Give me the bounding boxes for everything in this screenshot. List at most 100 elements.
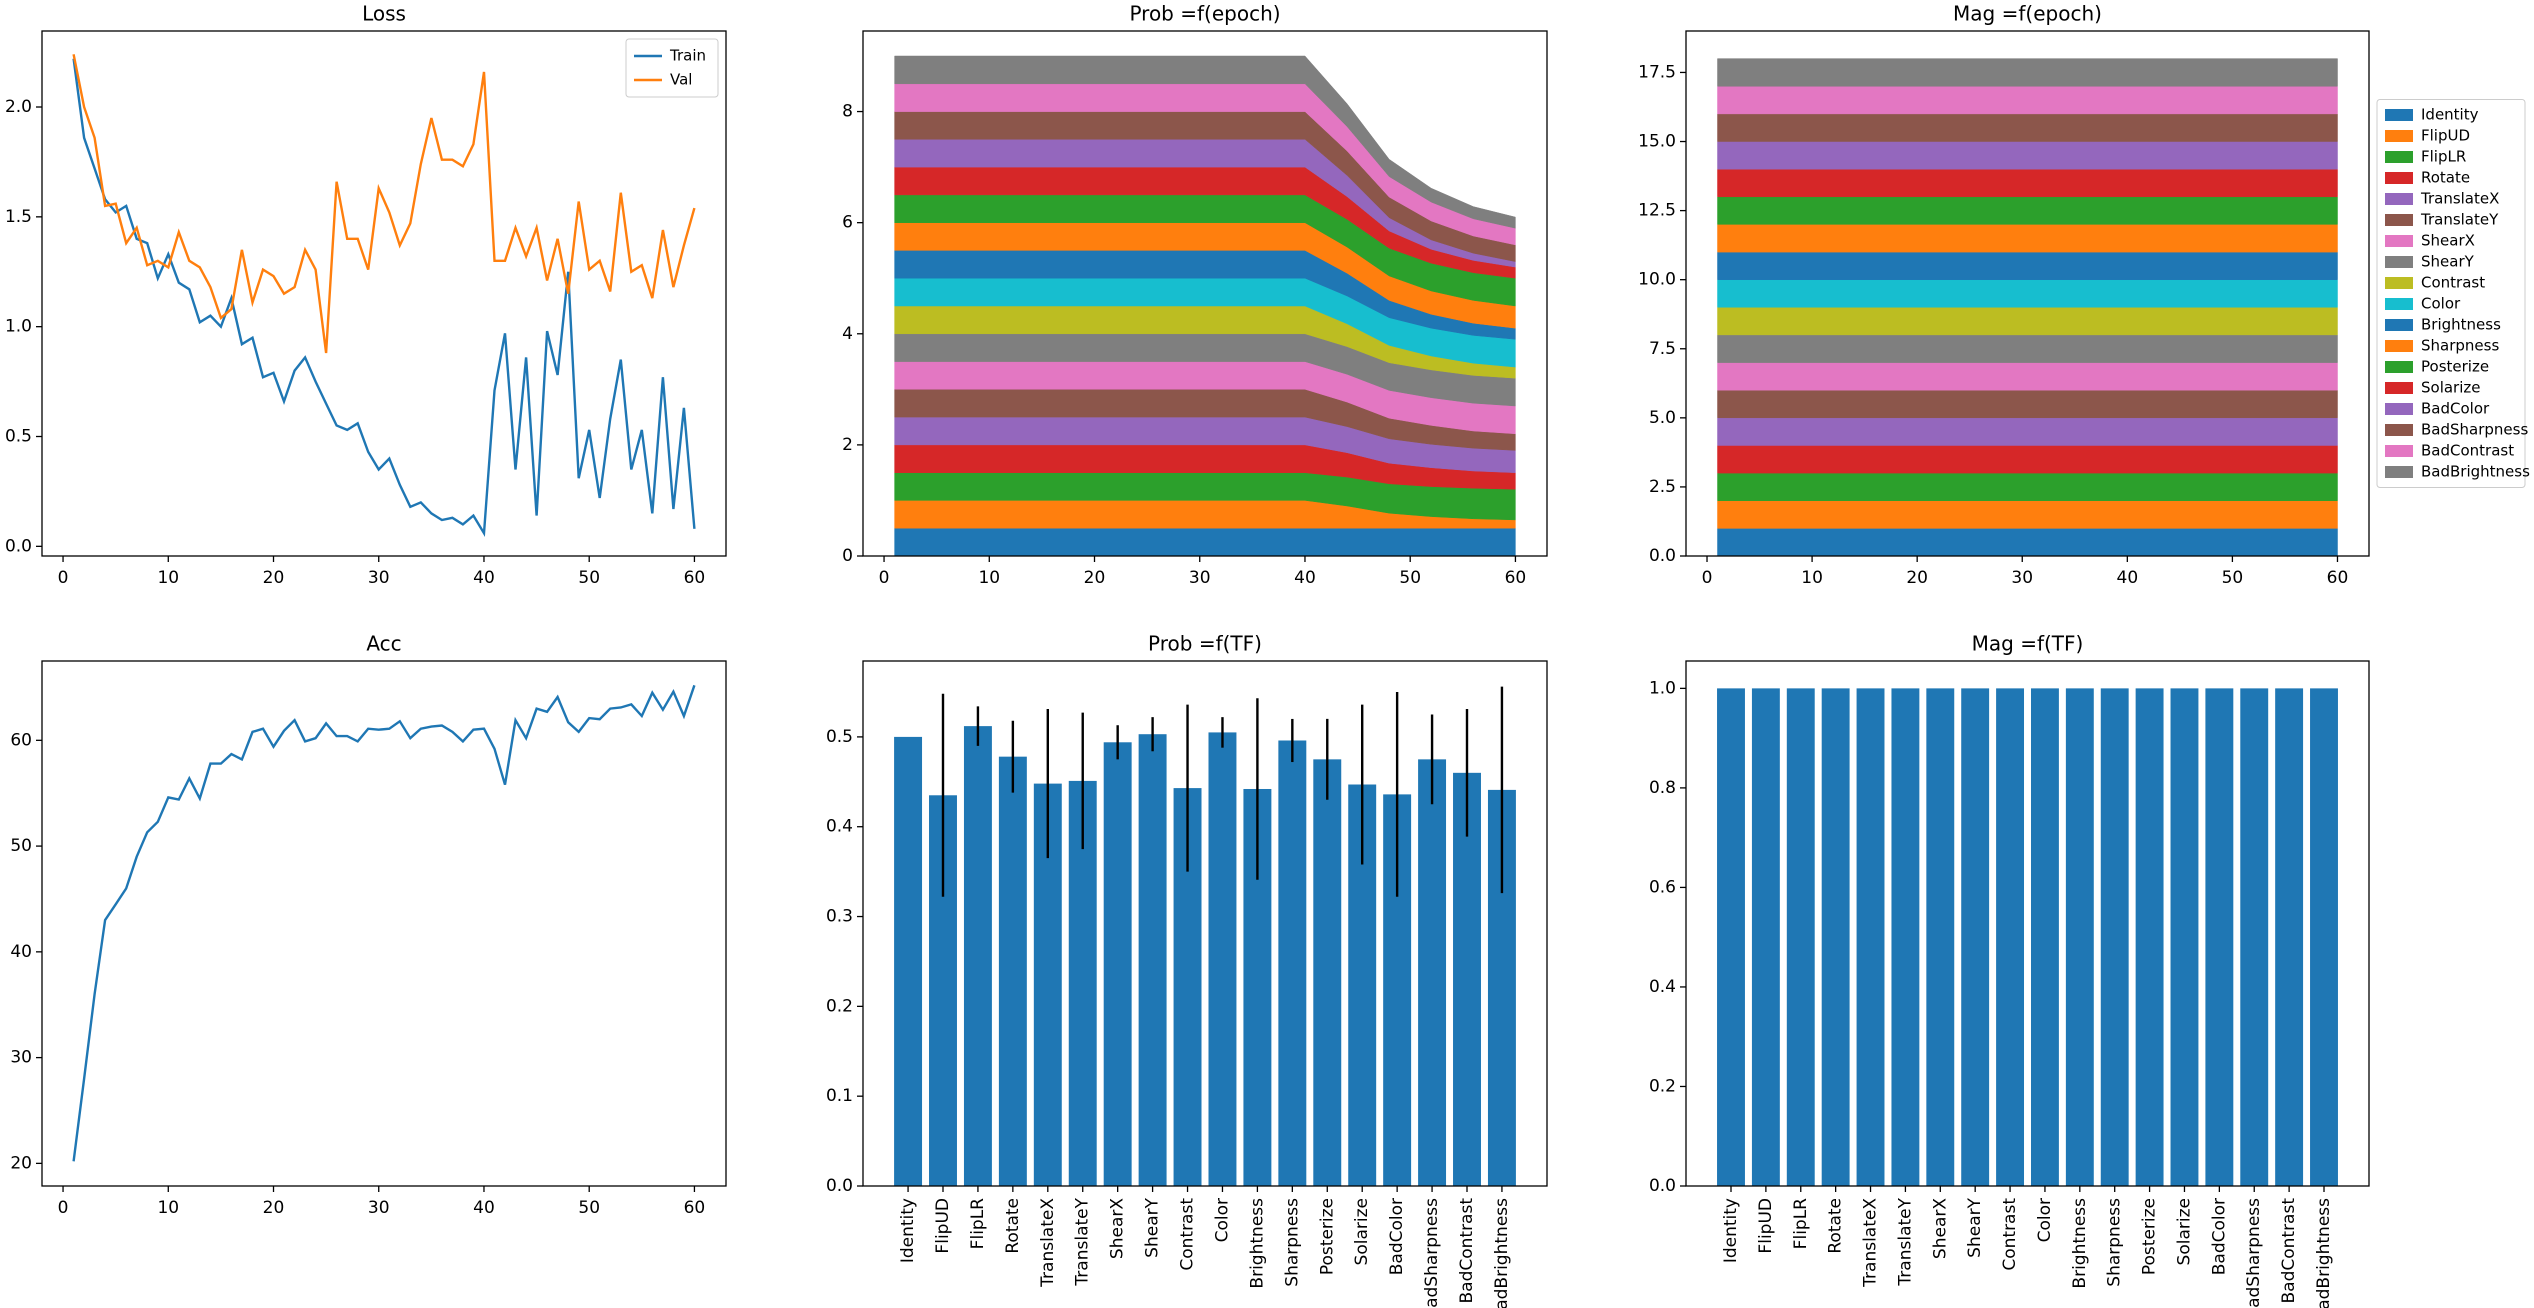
bar [2135, 688, 2164, 1186]
subplot-title: Prob =f(TF) [1148, 632, 1262, 656]
x-tick-label: Identity [1721, 1198, 1741, 1263]
plot-area [72, 54, 696, 538]
bar [1961, 688, 1990, 1186]
subplot-title: Mag =f(TF) [1972, 632, 2084, 656]
legend-swatch [2385, 193, 2413, 205]
x-tick-label: Sharpness [2105, 1198, 2125, 1287]
y-tick-label: 50 [10, 836, 32, 856]
x-tick-label: ShearX [1930, 1198, 1950, 1259]
bar [2170, 688, 2199, 1186]
x-tick-label: Color [2035, 1198, 2055, 1242]
legend-label: Posterize [2421, 358, 2489, 376]
y-tick-label: 6 [842, 213, 853, 233]
bar [2275, 688, 2304, 1186]
legend-label: ShearY [2421, 253, 2475, 271]
axes-frame [1685, 30, 2370, 557]
legend-swatch [2385, 466, 2413, 478]
x-tick-label: TranslateX [1861, 1198, 1881, 1288]
y-tick-label: 0.5 [826, 727, 853, 747]
x-tick-label: Identity [898, 1198, 918, 1263]
legend-label: Color [2421, 295, 2461, 313]
area-series [1717, 251, 2338, 280]
legend-swatch [2385, 235, 2413, 247]
x-tick-label: BadContrast [1457, 1198, 1477, 1304]
y-tick-label: 0.0 [826, 1176, 853, 1196]
x-tick-label: TranslateY [1073, 1197, 1093, 1286]
plot-area [72, 684, 696, 1162]
y-tick-label: 10.0 [1638, 270, 1676, 290]
x-tick-label: Contrast [1178, 1198, 1198, 1271]
area-series [894, 55, 1516, 229]
y-tick-label: 0.8 [1649, 778, 1676, 798]
x-tick-label: Color [1212, 1198, 1232, 1242]
bar [1208, 732, 1237, 1186]
y-tick-label: 8 [842, 102, 853, 122]
legend-swatch [2385, 172, 2413, 184]
x-tick-label: 50 [578, 1198, 600, 1218]
legend-swatch [2385, 382, 2413, 394]
x-tick-label: BadSharpness [2244, 1198, 2264, 1308]
x-tick-label: 40 [473, 568, 495, 588]
plot-area [1717, 688, 2338, 1186]
y-tick-label: 0.2 [1649, 1076, 1676, 1096]
legend-label: ShearX [2421, 232, 2475, 250]
subplot: Mag =f(epoch) 0.0 2.5 5.0 7.5 10.0 12.5 15.0 17.… [1638, 2, 2530, 589]
area-series [1717, 389, 2338, 419]
y-tick-label: 0.1 [826, 1086, 853, 1106]
y-tick-label: 1.0 [5, 317, 32, 337]
line-series [72, 58, 696, 538]
subplot: Prob =f(epoch) 0 2 4 6 8 0 10 20 30 40 50 60 [842, 2, 1548, 588]
x-tick-label: 0 [1702, 568, 1713, 588]
x-tick-label: 0 [58, 568, 69, 588]
legend-swatch [2385, 319, 2413, 331]
plot-area [894, 55, 1516, 557]
y-tick-label: 5.0 [1649, 408, 1676, 428]
legend-label: TranslateX [2420, 190, 2499, 208]
area-series [1717, 196, 2338, 225]
area-series [1717, 279, 2338, 308]
x-tick-label: 0 [879, 568, 890, 588]
legend-swatch [2385, 361, 2413, 373]
bar [1996, 688, 2025, 1186]
area-series [1717, 445, 2338, 474]
subplot: Acc 20 30 40 50 60 0 10 20 30 40 50 60 [10, 632, 727, 1218]
x-tick-label: ShearX [1108, 1198, 1128, 1259]
area-series [1717, 362, 2338, 391]
x-tick-label: BadColor [2209, 1198, 2229, 1275]
x-tick-label: BadSharpness [1422, 1198, 1442, 1308]
x-tick-label: Rotate [1826, 1198, 1846, 1254]
x-tick-label: Brightness [1247, 1198, 1267, 1289]
x-tick-label: 20 [263, 568, 285, 588]
y-tick-label: 20 [10, 1153, 32, 1173]
y-tick-label: 0.4 [826, 817, 853, 837]
area-series [1717, 528, 2338, 557]
x-tick-label: 10 [978, 568, 1000, 588]
bar [998, 756, 1027, 1186]
legend: Train Val [625, 38, 719, 98]
legend-swatch [2385, 445, 2413, 457]
axes-frame [41, 660, 727, 1187]
x-tick-label: 10 [1801, 568, 1823, 588]
legend-label: TranslateY [2420, 211, 2499, 229]
x-tick-label: 40 [2117, 568, 2139, 588]
x-tick-label: FlipUD [933, 1198, 953, 1254]
x-tick-label: 20 [263, 1198, 285, 1218]
x-tick-label: 40 [1294, 568, 1316, 588]
x-tick-label: 30 [1189, 568, 1211, 588]
axes-frame [862, 660, 1548, 1187]
bar [1418, 759, 1447, 1186]
x-tick-label: 10 [157, 1198, 179, 1218]
x-tick-label: 60 [684, 568, 706, 588]
x-tick-label: 50 [2222, 568, 2244, 588]
line-series [72, 684, 696, 1162]
x-tick-label: Posterize [2140, 1198, 2160, 1275]
x-tick-label: Rotate [1003, 1198, 1023, 1254]
legend-label: Val [670, 71, 692, 89]
area-series [1717, 417, 2338, 446]
subplot: Loss 0.0 0.5 1.0 1.5 2.0 0 10 20 30 40 50 60 Train Val [5, 2, 727, 588]
x-tick-label: BadBrightness [2314, 1198, 2334, 1308]
bar [2030, 688, 2059, 1186]
bar [1313, 759, 1342, 1186]
legend-label: BadSharpness [2421, 421, 2528, 439]
x-tick-label: Posterize [1317, 1198, 1337, 1275]
